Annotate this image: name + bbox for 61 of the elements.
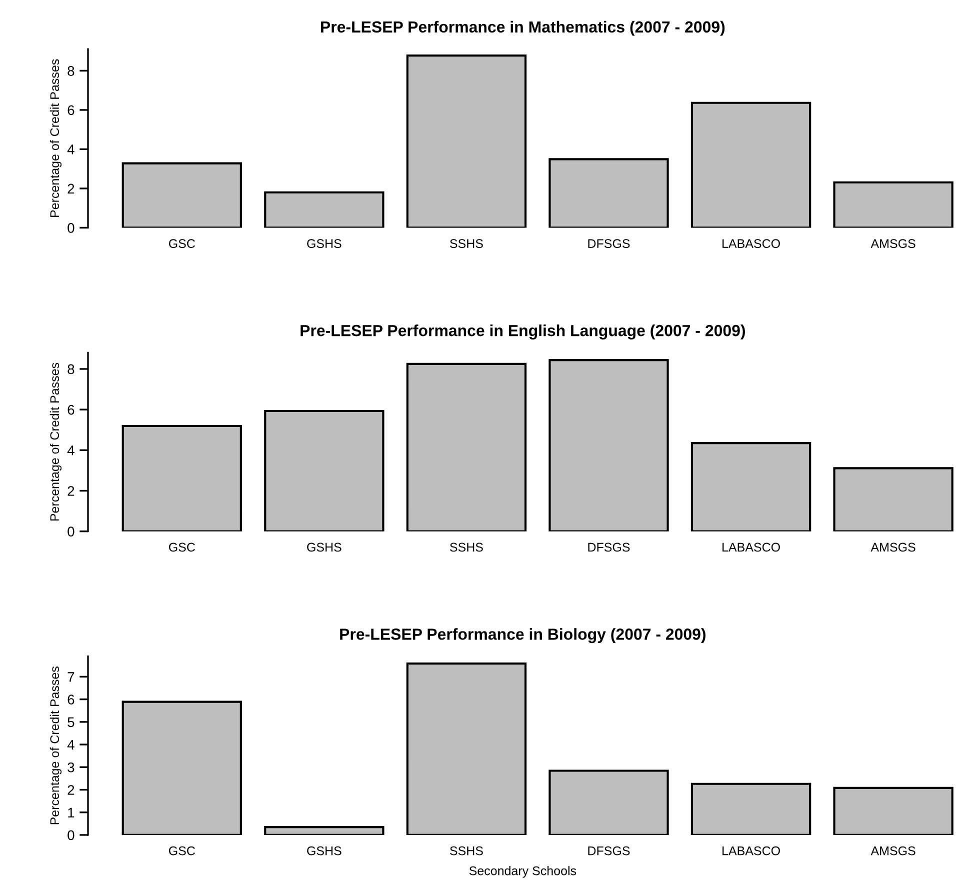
y-tick-label: 1 (68, 808, 74, 818)
bar (122, 162, 242, 228)
bar (690, 442, 812, 532)
x-tick-label: SSHS (450, 542, 483, 552)
bar (833, 786, 954, 835)
x-tick-label: GSHS (307, 239, 342, 248)
x-tick-label: SSHS (450, 239, 483, 248)
y-tick-label: 8 (68, 364, 74, 374)
x-tick-label: GSC (168, 542, 195, 552)
y-tick-label: 7 (68, 672, 74, 682)
chart-title: Pre-LESEP Performance in English Language (2007 - 2009) (300, 324, 745, 340)
x-tick-label: GSC (168, 239, 195, 248)
bar (406, 662, 527, 835)
x-tick-label: AMSGS (870, 239, 916, 248)
x-tick-label: LABASCO (722, 846, 780, 856)
chart-title: Pre-LESEP Performance in Mathematics (2007 - 2009) (321, 20, 725, 36)
x-tick-label: GSHS (307, 542, 342, 552)
x-tick-label: DFSGS (588, 239, 630, 248)
bar (690, 782, 812, 835)
bar (264, 826, 384, 835)
y-axis-title: Percentage of Credit Passes (50, 59, 62, 217)
x-tick-label: SSHS (450, 846, 483, 856)
bar (548, 358, 669, 532)
y-axis-title: Percentage of Credit Passes (50, 362, 62, 521)
y-tick-label: 0 (68, 223, 74, 233)
x-tick-label: GSC (168, 846, 195, 856)
chart-title: Pre-LESEP Performance in Biology (2007 - 2009) (340, 628, 706, 644)
bar (122, 424, 242, 532)
x-tick-label: GSHS (307, 846, 342, 856)
y-tick-label: 2 (68, 184, 74, 194)
x-tick-label: AMSGS (870, 542, 916, 552)
y-tick-label: 4 (67, 446, 74, 456)
y-tick-label: 5 (68, 717, 74, 728)
y-tick-label: 6 (68, 105, 74, 116)
bar (406, 362, 527, 532)
y-tick-label: 4 (67, 740, 74, 750)
bar (122, 700, 242, 835)
y-tick-label: 2 (68, 785, 74, 795)
y-tick-label: 4 (67, 144, 74, 154)
x-tick-label: DFSGS (588, 846, 630, 856)
x-tick-label: DFSGS (588, 542, 630, 552)
bar (406, 54, 527, 228)
y-tick-label: 6 (68, 404, 74, 415)
y-tick-label: 8 (68, 66, 74, 76)
x-tick-label: AMSGS (870, 846, 916, 856)
x-tick-label: LABASCO (722, 239, 780, 248)
bar (833, 181, 954, 228)
y-tick-label: 3 (68, 762, 74, 772)
bar (264, 191, 384, 228)
y-tick-label: 6 (68, 694, 74, 704)
bar (690, 102, 812, 228)
bar (548, 158, 669, 228)
y-axis-title: Percentage of Credit Passes (50, 666, 62, 824)
bar (548, 770, 669, 835)
y-tick-label: 0 (68, 526, 74, 537)
y-tick-label: 2 (68, 486, 74, 496)
bar (833, 467, 954, 532)
x-axis-title: Secondary Schools (469, 866, 576, 878)
y-tick-label: 0 (68, 830, 74, 840)
bar (264, 410, 384, 532)
x-tick-label: LABASCO (722, 542, 780, 552)
